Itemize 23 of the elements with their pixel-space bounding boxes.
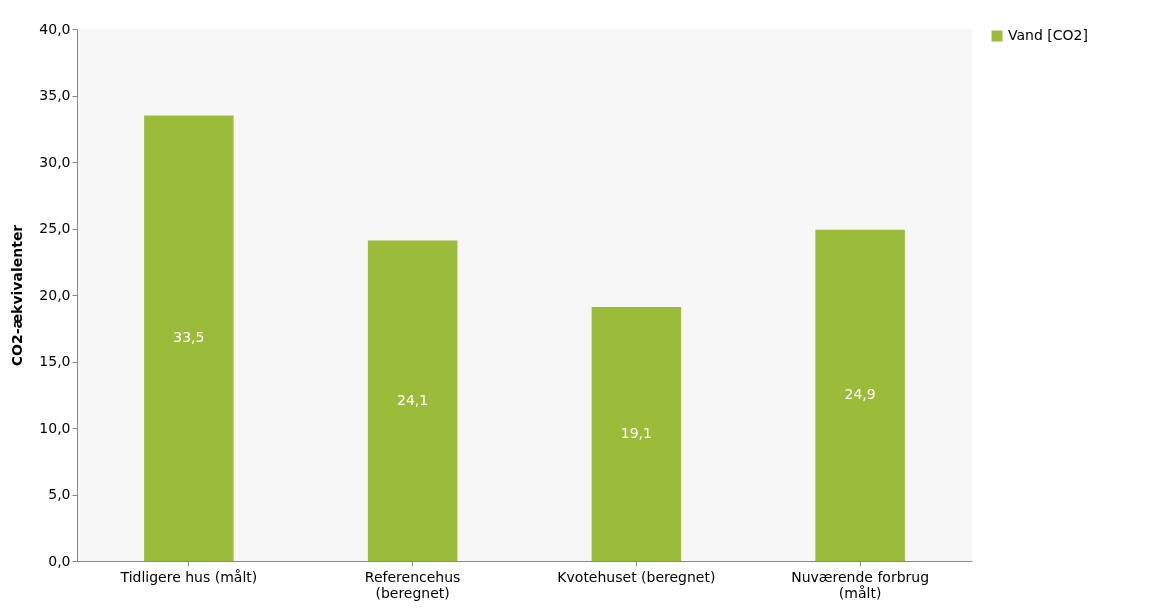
x-tick-label: Referencehus (beregnet): [364, 568, 461, 601]
x-tick-label: Tidligere hus (målt): [119, 568, 258, 585]
y-tick-label: 5,0: [48, 486, 71, 502]
bar: [815, 229, 905, 561]
y-tick-label: 40,0: [39, 20, 71, 37]
y-tick-label: 15,0: [39, 353, 71, 369]
data-label: 24,1: [397, 391, 429, 408]
bar: [144, 115, 234, 561]
x-tick-label: Kvotehuset (beregnet): [557, 568, 716, 585]
legend-label: Vand [CO2]: [1008, 27, 1088, 43]
y-tick-label: 30,0: [39, 153, 71, 170]
bar: [591, 306, 682, 561]
y-tick-label: 0,0: [48, 552, 71, 569]
data-label: 24,9: [844, 386, 876, 403]
data-label: 33,5: [173, 329, 205, 346]
bar: [367, 240, 458, 561]
y-tick-label: 35,0: [39, 87, 71, 103]
x-tick-label: Nuværende forbrug (målt): [791, 568, 930, 601]
data-label: 19,1: [620, 424, 652, 441]
y-tick-label: 25,0: [39, 220, 71, 236]
y-axis-title: CO2-ækvivalenter: [9, 224, 26, 367]
y-tick-label: 10,0: [39, 419, 71, 436]
y-tick-label: 20,0: [39, 286, 71, 303]
